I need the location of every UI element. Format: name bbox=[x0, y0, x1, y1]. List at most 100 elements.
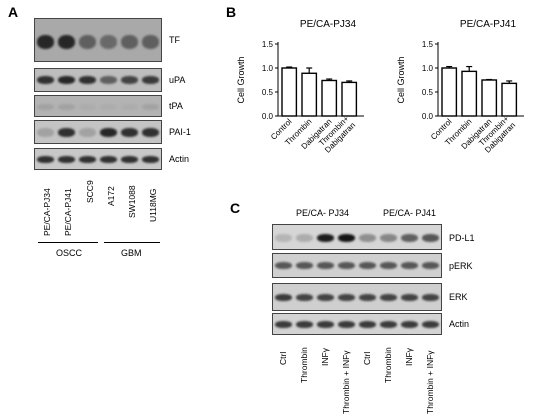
bar bbox=[341, 81, 358, 117]
panel-c-letter: C bbox=[230, 200, 241, 216]
row-label-pai1: PAI-1 bbox=[169, 127, 191, 137]
band bbox=[57, 128, 76, 137]
group-label-gbm: GBM bbox=[121, 248, 142, 258]
band bbox=[78, 35, 97, 49]
band bbox=[57, 156, 76, 163]
bar bbox=[481, 79, 498, 117]
band bbox=[78, 156, 97, 163]
lane-c-2: Thrombin bbox=[299, 347, 309, 383]
band bbox=[337, 294, 356, 301]
band bbox=[36, 76, 55, 84]
band bbox=[421, 321, 440, 328]
blot-a-pai1 bbox=[34, 120, 162, 144]
lane-c-4: Thrombin + INFγ bbox=[341, 350, 351, 414]
band bbox=[379, 262, 398, 269]
y-tick-label: 1.0 bbox=[422, 64, 434, 73]
blot-c-pdl1 bbox=[272, 224, 442, 250]
row-label-actin-c: Actin bbox=[449, 319, 470, 329]
band bbox=[274, 234, 293, 242]
y-tick-label: 1.0 bbox=[262, 64, 274, 73]
band bbox=[99, 104, 118, 110]
band bbox=[358, 321, 377, 328]
y-tick-label: 0.0 bbox=[262, 112, 274, 121]
y-tick-label: 1.5 bbox=[422, 40, 434, 49]
band bbox=[36, 104, 55, 110]
band bbox=[295, 234, 314, 242]
band bbox=[358, 262, 377, 269]
band bbox=[78, 128, 97, 137]
lane-label-u118mg: U118MG bbox=[148, 188, 158, 222]
blot-a-tf bbox=[34, 18, 162, 62]
panel-a-letter: A bbox=[8, 4, 19, 20]
y-tick-label: 0.0 bbox=[422, 112, 434, 121]
group-line-gbm bbox=[104, 242, 160, 243]
blot-c-perk bbox=[272, 253, 442, 278]
group-label-pj41: PE/CA- PJ41 bbox=[383, 208, 437, 218]
y-axis-label: Cell Growth bbox=[396, 56, 406, 103]
band bbox=[295, 262, 314, 269]
band bbox=[120, 156, 139, 163]
group-line-oscc bbox=[38, 242, 98, 243]
band bbox=[36, 128, 55, 137]
band bbox=[99, 156, 118, 163]
lane-label-sw1088: SW1088 bbox=[127, 185, 137, 218]
band bbox=[316, 234, 335, 242]
y-tick-label: 1.5 bbox=[262, 40, 274, 49]
band bbox=[57, 76, 76, 84]
band bbox=[57, 104, 76, 110]
band bbox=[400, 234, 419, 242]
band bbox=[99, 35, 118, 49]
chart-title: PE/CA-PJ34 bbox=[300, 19, 357, 30]
band bbox=[358, 294, 377, 301]
band bbox=[141, 76, 160, 84]
bar bbox=[441, 67, 458, 117]
band bbox=[99, 76, 118, 84]
band bbox=[337, 321, 356, 328]
band bbox=[316, 262, 335, 269]
band bbox=[120, 128, 139, 137]
band bbox=[316, 294, 335, 301]
lane-c-8: Thrombin + INFγ bbox=[425, 350, 435, 414]
band bbox=[120, 35, 139, 49]
y-axis-label: Cell Growth bbox=[236, 56, 246, 103]
band bbox=[36, 35, 55, 49]
band bbox=[421, 262, 440, 269]
bar bbox=[501, 82, 518, 117]
row-label-erk: ERK bbox=[449, 292, 468, 302]
row-label-upa: uPA bbox=[169, 75, 186, 85]
y-tick-label: 0.5 bbox=[422, 88, 434, 97]
blot-a-actin bbox=[34, 148, 162, 170]
panel-b-letter: B bbox=[226, 4, 237, 20]
band bbox=[141, 104, 160, 110]
band bbox=[295, 294, 314, 301]
blot-a-upa bbox=[34, 68, 162, 92]
lane-label-pjca34: PE/CA-PJ34 bbox=[42, 188, 52, 236]
lane-c-5: Ctrl bbox=[362, 351, 372, 365]
group-label-oscc: OSCC bbox=[56, 248, 83, 258]
band bbox=[316, 321, 335, 328]
row-label-perk: pERK bbox=[449, 261, 473, 271]
band bbox=[141, 35, 160, 49]
lane-c-7: INFγ bbox=[404, 348, 414, 366]
band bbox=[358, 234, 377, 242]
band bbox=[337, 262, 356, 269]
band bbox=[78, 104, 97, 110]
band bbox=[337, 234, 356, 242]
blot-c-actin bbox=[272, 313, 442, 335]
bar bbox=[321, 79, 338, 117]
lane-c-1: Ctrl bbox=[278, 351, 288, 365]
row-label-pdl1: PD-L1 bbox=[449, 233, 475, 243]
group-label-pj34: PE/CA- PJ34 bbox=[296, 208, 350, 218]
band bbox=[78, 76, 97, 84]
bar bbox=[281, 67, 298, 117]
lane-label-scc9: SCC9 bbox=[85, 180, 95, 203]
lane-label-pjca41: PE/CA-PJ41 bbox=[63, 188, 73, 236]
band bbox=[57, 35, 76, 49]
blot-a-tpa bbox=[34, 95, 162, 117]
band bbox=[400, 321, 419, 328]
lane-c-6: Thrombin bbox=[383, 347, 393, 383]
band bbox=[120, 104, 139, 110]
band bbox=[421, 234, 440, 242]
bar bbox=[301, 72, 318, 117]
